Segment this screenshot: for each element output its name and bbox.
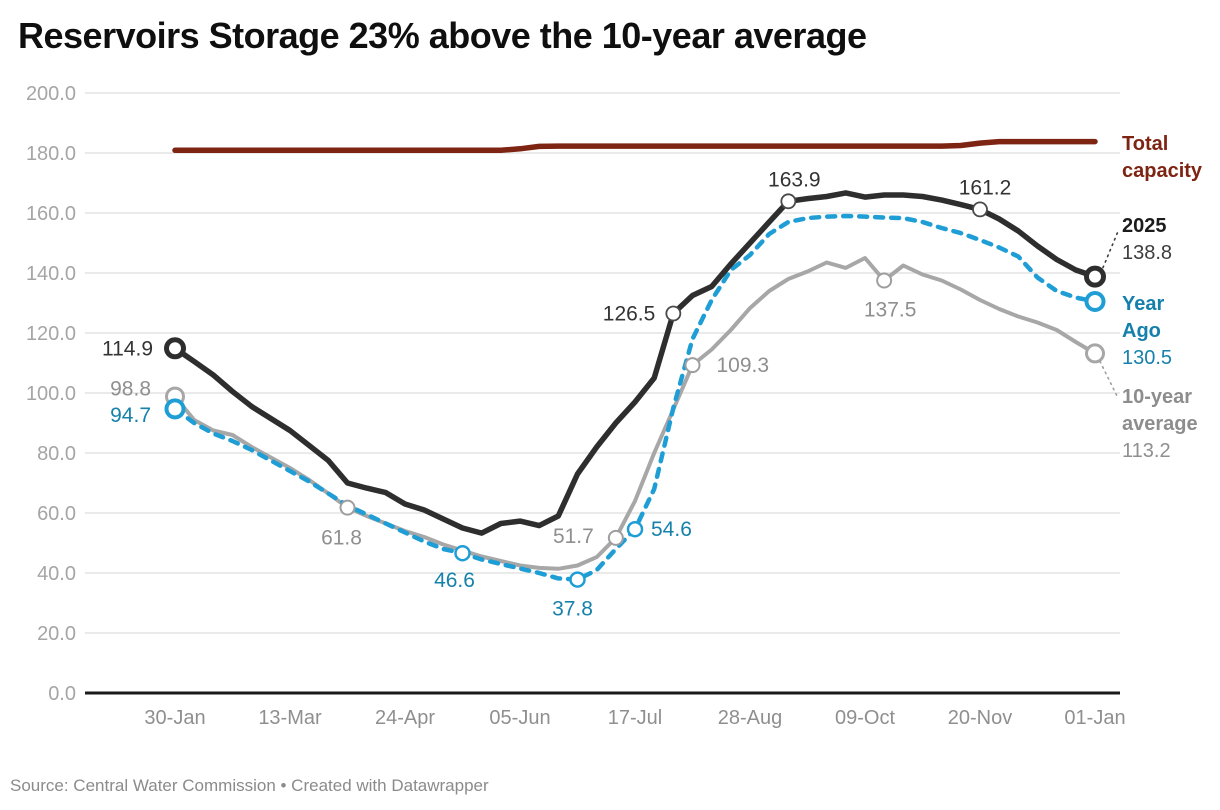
point-label-ten-year-average: 109.3 [717,354,770,377]
point-marker-ten-year-average [684,357,701,374]
point-marker-year-ago [1084,291,1106,312]
x-axis-label: 13-Mar [258,707,322,729]
point-label-year-ago: 46.6 [434,569,475,592]
legend-value-2025: 138.8 [1122,242,1172,264]
point-labels: 98.8 61.8 51.7 109.3 137.5 94.7 46.6 37.8 54.6 11… [102,168,1011,620]
point-marker-ten-year-average [339,499,356,516]
legend-value-year-ago: 130.5 [1122,347,1172,369]
x-axis-label: 17-Jul [608,707,662,729]
point-marker-ten-year-average [876,272,893,289]
point-label-ten-year-average: 51.7 [553,525,594,548]
x-axis-label: 01-Jan [1064,707,1125,729]
legend-label-total-capacity: capacity [1122,160,1203,182]
legend: Total capacity 2025 138.8 Year Ago 130.5 10-yea… [1122,133,1203,462]
legend-value-ten-year-average: 113.2 [1122,440,1171,462]
legend-label-ten-year-average: average [1122,413,1198,435]
y-axis-label: 120.0 [26,323,76,345]
y-axis-label: 80.0 [37,443,76,465]
x-axis-labels: 30-Jan 13-Mar 24-Apr 05-Jun 17-Jul 28-Aug 09-O… [144,707,1125,729]
point-label-y2025: 161.2 [959,176,1012,199]
y-axis-label: 60.0 [37,503,76,525]
x-axis-label: 09-Oct [835,707,895,729]
point-marker-ten-year-average [1085,343,1105,364]
x-axis-label: 28-Aug [718,707,783,729]
point-label-year-ago: 94.7 [110,404,151,427]
point-marker-year-ago [626,520,644,538]
series-line-total-capacity [172,138,1098,154]
source-note: Source: Central Water Commission • Creat… [10,776,489,795]
point-label-y2025: 114.9 [102,337,153,360]
legend-label-total-capacity: Total [1122,133,1168,155]
legend-label-year-ago: Year [1122,293,1164,315]
y-axis-label: 200.0 [26,83,76,105]
point-label-y2025: 163.9 [768,168,821,191]
point-label-year-ago: 37.8 [552,598,593,621]
point-label-year-ago: 54.6 [651,518,692,541]
series-line-y2025 [172,190,1098,536]
y-axis-label: 160.0 [26,203,76,225]
legend-label-year-ago: Ago [1122,320,1161,342]
y-axis-label: 140.0 [26,263,76,285]
point-marker-y2025 [780,193,797,210]
y-axis-label: 20.0 [37,623,76,645]
x-axis-label: 20-Nov [948,707,1012,729]
point-label-ten-year-average: 98.8 [110,378,151,401]
gridlines [85,92,1120,695]
y-axis-label: 40.0 [37,563,76,585]
leader-line-ten-year-average [1099,360,1118,397]
point-marker-year-ago [164,398,186,420]
x-axis-label: 05-Jun [489,707,550,729]
legend-label-ten-year-average: 10-year [1122,386,1192,408]
point-marker-y2025 [665,305,682,322]
y-axis-label: 100.0 [26,383,76,405]
x-axis-label: 30-Jan [144,707,205,729]
point-marker-year-ago [454,544,471,562]
point-markers [164,193,1106,588]
x-axis-label: 24-Apr [375,707,435,729]
point-label-ten-year-average: 61.8 [321,527,362,550]
point-marker-ten-year-average [607,529,624,546]
series-lines [172,138,1098,582]
y-axis-label: 180.0 [26,143,76,165]
y-axis-labels: 0.0 20.0 40.0 60.0 80.0 100.0 120.0 140.0 160.0 1… [26,83,76,705]
point-marker-y2025 [1084,265,1106,288]
y-axis-label: 0.0 [48,683,76,705]
point-label-y2025: 126.5 [603,303,656,326]
leader-line-2025 [1102,228,1120,269]
point-label-ten-year-average: 137.5 [864,299,917,322]
point-marker-y2025 [972,201,988,218]
legend-label-2025: 2025 [1122,215,1167,237]
leader-lines [1099,228,1120,397]
chart-title: Reservoirs Storage 23% above the 10-year… [18,15,866,56]
point-marker-year-ago [569,571,586,588]
point-marker-y2025 [164,337,186,360]
